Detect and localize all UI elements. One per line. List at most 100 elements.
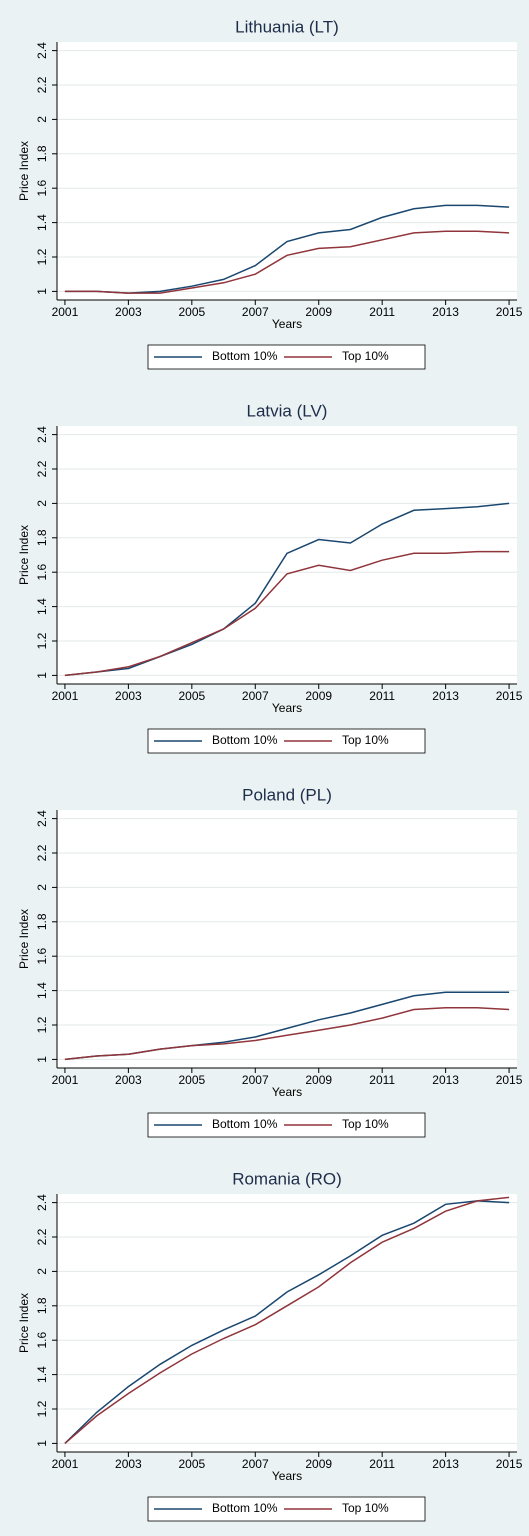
y-tick-label: 1 — [35, 288, 49, 295]
y-tick-label: 1.6 — [35, 180, 49, 197]
x-tick-label: 2011 — [369, 689, 395, 703]
x-tick-label: 2003 — [115, 305, 142, 319]
y-tick-label: 1.4 — [35, 982, 49, 999]
y-tick-label: 2.2 — [35, 460, 49, 477]
x-tick-label: 2015 — [496, 305, 523, 319]
legend-label: Bottom 10% — [212, 1117, 278, 1131]
y-tick-label: 1.8 — [35, 913, 49, 930]
y-axis-title: Price Index — [17, 141, 31, 201]
line — [64, 230, 510, 294]
y-tick-label: 2 — [35, 1268, 49, 1275]
x-tick-label: 2005 — [178, 305, 205, 319]
legend-label: Top 10% — [342, 349, 389, 363]
legend-label: Top 10% — [342, 1117, 389, 1131]
y-axis-title: Price Index — [17, 909, 31, 969]
line — [64, 1200, 510, 1444]
x-tick-label: 2003 — [115, 1073, 142, 1087]
x-tick-label: 2001 — [52, 305, 79, 319]
y-tick-label: 1.8 — [35, 529, 49, 546]
plot-area — [57, 42, 517, 300]
plot-area — [57, 810, 517, 1068]
panel-title: Latvia (LV) — [247, 401, 328, 420]
x-tick-label: 2015 — [496, 689, 523, 703]
y-tick-label: 2.2 — [35, 844, 49, 861]
plot-area — [57, 426, 517, 684]
y-tick-label: 1.8 — [35, 1297, 49, 1314]
y-tick-label: 1.4 — [35, 598, 49, 615]
x-axis-title: Years — [272, 1469, 302, 1483]
x-tick-label: 2015 — [496, 1073, 523, 1087]
x-tick-label: 2005 — [178, 689, 205, 703]
y-tick-label: 1 — [35, 672, 49, 679]
legend-label: Bottom 10% — [212, 349, 278, 363]
y-tick-label: 1 — [35, 1056, 49, 1063]
y-tick-label: 2.4 — [35, 1194, 49, 1211]
y-tick-label: 1.6 — [35, 948, 49, 965]
x-tick-label: 2011 — [369, 1073, 395, 1087]
y-tick-label: 1.2 — [35, 1016, 49, 1033]
x-tick-label: 2001 — [52, 689, 79, 703]
y-tick-label: 2 — [35, 500, 49, 507]
y-tick-label: 1.8 — [35, 145, 49, 162]
x-tick-label: 2011 — [369, 305, 395, 319]
y-tick-label: 2.2 — [35, 1228, 49, 1245]
x-tick-label: 2013 — [432, 305, 459, 319]
x-tick-label: 2011 — [369, 1457, 395, 1471]
y-tick-label: 1.2 — [35, 248, 49, 265]
y-tick-label: 2.4 — [35, 810, 49, 827]
y-axis-title: Price Index — [17, 525, 31, 585]
line — [64, 502, 510, 677]
x-tick-label: 2003 — [115, 1457, 142, 1471]
line — [64, 1007, 510, 1061]
x-tick-label: 2009 — [305, 1073, 332, 1087]
x-tick-label: 2005 — [178, 1457, 205, 1471]
x-axis-title: Years — [272, 317, 302, 331]
x-axis-title: Years — [272, 1085, 302, 1099]
x-tick-label: 2013 — [432, 689, 459, 703]
line — [64, 550, 510, 677]
y-tick-label: 1.4 — [35, 1366, 49, 1383]
y-tick-label: 2.4 — [35, 42, 49, 59]
line — [64, 1196, 510, 1444]
y-tick-label: 2.2 — [35, 76, 49, 93]
y-axis-title: Price Index — [17, 1293, 31, 1353]
panel-title: Romania (RO) — [232, 1169, 342, 1188]
x-tick-label: 2003 — [115, 689, 142, 703]
panel: Romania (RO) 1 1.2 1.4 1.6 1.8 2 2.2 2.4 2001 2003… — [17, 1169, 523, 1522]
y-tick-label: 1.2 — [35, 1400, 49, 1417]
panel: Lithuania (LT) 1 1.2 1.4 1.6 1.8 2 2.2 2.4 2001 20… — [17, 17, 523, 370]
panel-title: Lithuania (LT) — [235, 17, 339, 36]
panel-title: Poland (PL) — [242, 785, 332, 804]
x-tick-label: 2015 — [496, 1457, 523, 1471]
panel: Latvia (LV) 1 1.2 1.4 1.6 1.8 2 2.2 2.4 2001 2003 2… — [17, 401, 523, 754]
x-tick-label: 2007 — [242, 1457, 269, 1471]
x-tick-label: 2013 — [432, 1457, 459, 1471]
y-tick-label: 1.6 — [35, 564, 49, 581]
y-tick-label: 1.6 — [35, 1332, 49, 1349]
x-tick-label: 2013 — [432, 1073, 459, 1087]
legend-label: Top 10% — [342, 1501, 389, 1515]
y-tick-label: 1.2 — [35, 632, 49, 649]
legend-label: Bottom 10% — [212, 1501, 278, 1515]
x-tick-label: 2001 — [52, 1457, 79, 1471]
panel: Poland (PL) 1 1.2 1.4 1.6 1.8 2 2.2 2.4 2001 2003 2… — [17, 785, 523, 1138]
y-tick-label: 2 — [35, 884, 49, 891]
x-axis-title: Years — [272, 701, 302, 715]
x-tick-label: 2009 — [305, 1457, 332, 1471]
y-tick-label: 1.4 — [35, 214, 49, 231]
y-tick-label: 2.4 — [35, 426, 49, 443]
x-tick-label: 2005 — [178, 1073, 205, 1087]
x-tick-label: 2001 — [52, 1073, 79, 1087]
plot-area — [57, 1194, 517, 1452]
legend-label: Bottom 10% — [212, 733, 278, 747]
x-tick-label: 2009 — [305, 305, 332, 319]
x-tick-label: 2009 — [305, 689, 332, 703]
y-tick-label: 1 — [35, 1440, 49, 1447]
x-tick-label: 2007 — [242, 1073, 269, 1087]
legend-label: Top 10% — [342, 733, 389, 747]
x-tick-label: 2007 — [242, 689, 269, 703]
x-tick-label: 2007 — [242, 305, 269, 319]
y-tick-label: 2 — [35, 116, 49, 123]
